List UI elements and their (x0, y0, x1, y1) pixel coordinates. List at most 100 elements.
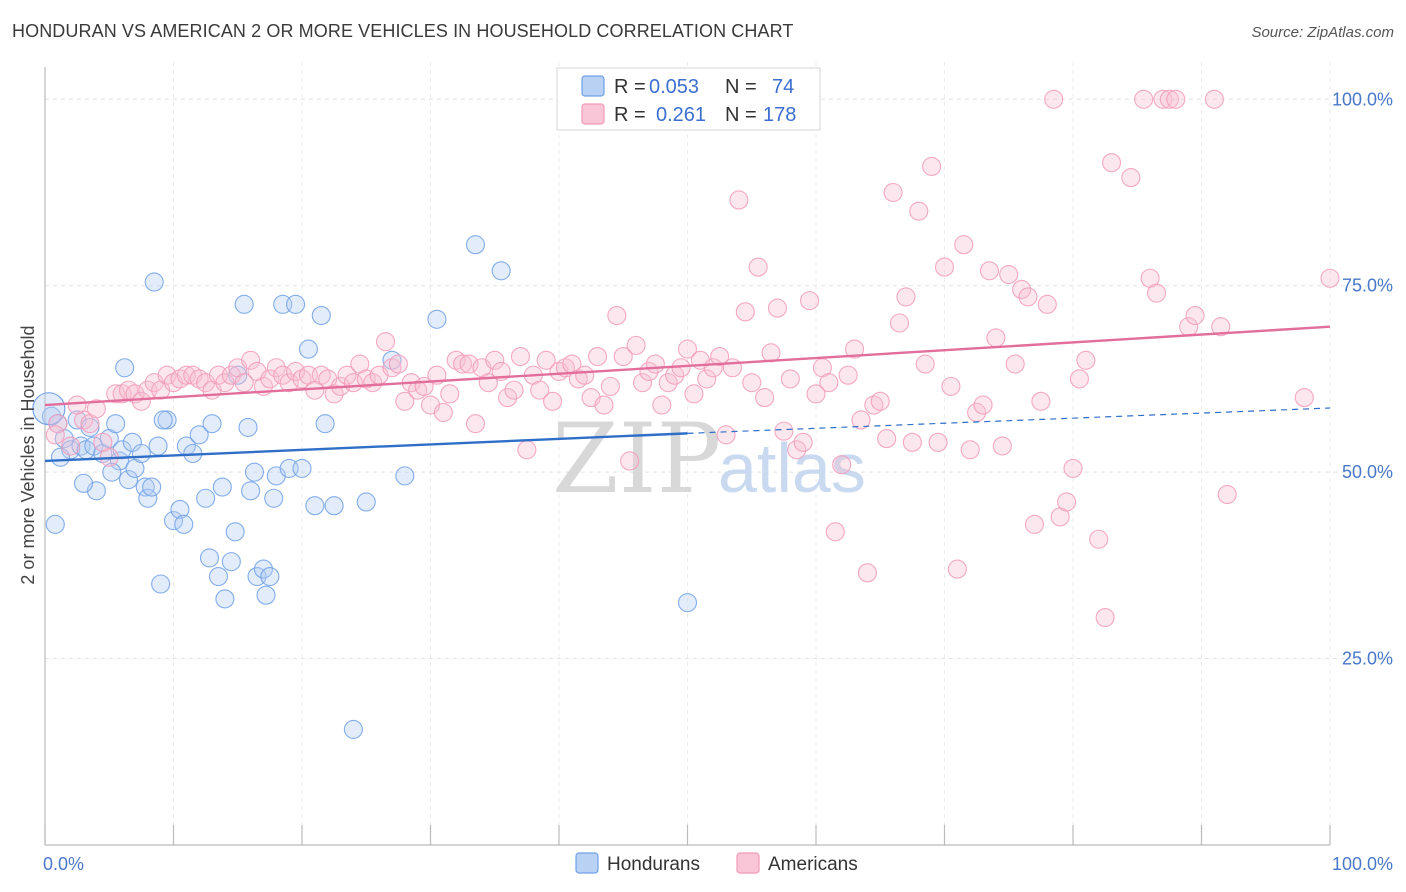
y-axis-label: 2 or more Vehicles in Household (18, 325, 38, 584)
americans-point-118 (825, 522, 845, 542)
hondurans-point-46 (256, 585, 276, 605)
hondurans-point-47 (260, 566, 280, 587)
trend-lines (44, 325, 1331, 463)
hondurans-point-56 (315, 414, 335, 434)
americans-point-69 (510, 347, 531, 367)
americans-point-62 (465, 414, 486, 434)
legend-r-hondurans: 0.053 (649, 76, 699, 98)
americans-point-101 (716, 425, 736, 445)
americans-point-106 (748, 257, 768, 277)
americans-point-131 (909, 201, 929, 221)
americans-point-175 (45, 425, 65, 445)
americans-point-136 (941, 376, 961, 396)
americans-point-51 (395, 391, 415, 411)
americans-point-17 (176, 365, 196, 385)
americans-point-123 (857, 563, 877, 583)
americans-point-98 (697, 369, 717, 389)
tick-labels: 25.0% 50.0% 75.0% 100.0% 0.0% 100.0% (43, 89, 1393, 874)
americans-point-176 (93, 432, 113, 452)
americans-point-57 (433, 402, 453, 423)
americans-point-105 (742, 373, 762, 393)
hondurans-point-21 (138, 488, 158, 508)
americans-point-95 (677, 339, 698, 359)
americans-point-4 (86, 399, 106, 419)
hondurans-point-73 (225, 522, 245, 542)
americans-point-0 (48, 414, 68, 434)
americans-point-88 (632, 373, 653, 393)
americans-point-109 (767, 298, 788, 318)
americans-point-154 (1057, 492, 1077, 512)
americans-point-159 (1095, 608, 1115, 628)
americans-point-150 (1031, 391, 1051, 411)
americans-point-104 (735, 302, 755, 322)
americans-point-49 (382, 358, 402, 378)
americans-point-103 (729, 190, 749, 210)
americans-point-86 (620, 451, 640, 471)
americans-point-141 (973, 395, 993, 415)
bottom-legend-swatch-hondurans (575, 852, 599, 874)
y-tick-label-2: 75.0% (1342, 276, 1393, 296)
americans-point-19 (189, 369, 209, 389)
hondurans-point-34 (202, 414, 222, 434)
americans-point-155 (1063, 458, 1083, 478)
americans-point-83 (600, 376, 620, 396)
americans-point-132 (915, 354, 935, 374)
legend-n-label-hondurans: N = (725, 76, 757, 98)
hondurans-point-42 (241, 481, 261, 501)
bottom-legend-swatch-americans (736, 852, 760, 874)
americans-point-126 (877, 429, 897, 449)
hondurans-point-64 (491, 261, 511, 281)
hondurans-point-40 (234, 294, 254, 314)
hondurans-point-52 (292, 458, 312, 478)
hondurans-point-60 (382, 350, 402, 370)
americans-point-10 (131, 391, 151, 411)
americans-point-107 (755, 388, 775, 408)
hondurans-point-20 (135, 477, 155, 497)
americans-point-70 (517, 440, 537, 460)
gridlines (45, 62, 1390, 845)
americans-point-172 (1217, 484, 1237, 505)
x-tick-label-1: 100.0% (1332, 854, 1393, 874)
americans-point-42 (337, 365, 357, 385)
americans-point-161 (1121, 168, 1141, 188)
americans-point-129 (896, 287, 916, 307)
americans-point-100 (710, 347, 730, 367)
y-tick-label-3: 100.0% (1332, 89, 1393, 109)
americans-point-72 (530, 380, 550, 400)
americans-point-121 (844, 339, 865, 359)
hondurans-point-16 (118, 470, 139, 490)
americans-point-85 (613, 347, 633, 367)
hondurans-point-69 (199, 548, 220, 568)
americans-point-60 (453, 354, 473, 374)
americans-point-102 (722, 358, 743, 378)
americans-point-87 (626, 335, 646, 355)
hondurans-point-70 (264, 488, 284, 508)
americans-point-164 (1146, 283, 1167, 303)
hondurans-trend-extension (687, 407, 1331, 434)
hondurans-point-54 (305, 496, 325, 516)
americans-point-127 (883, 182, 903, 203)
hondurans-point-51 (286, 294, 306, 314)
hondurans-point-1 (45, 514, 65, 534)
americans-point-58 (440, 384, 460, 404)
hondurans-point-32 (189, 425, 209, 445)
americans-trend-line (44, 325, 1331, 407)
hondurans-point-62 (427, 309, 447, 329)
americans-point-35 (292, 369, 312, 389)
americans-point-6 (106, 384, 126, 404)
hondurans-points (32, 235, 698, 739)
americans-point-40 (324, 384, 344, 404)
americans-point-135 (934, 257, 955, 277)
americans-point-169 (1185, 305, 1205, 326)
americans-point-78 (568, 369, 588, 389)
americans-point-27 (241, 350, 261, 370)
americans-point-23 (215, 373, 235, 393)
americans-point-152 (1044, 89, 1064, 109)
americans-point-112 (787, 440, 807, 460)
americans-point-151 (1037, 294, 1057, 314)
americans-point-157 (1076, 350, 1096, 370)
americans-point-147 (1012, 279, 1032, 299)
americans-point-34 (286, 361, 306, 382)
hondurans-point-24 (148, 436, 168, 456)
americans-point-148 (1018, 287, 1038, 307)
